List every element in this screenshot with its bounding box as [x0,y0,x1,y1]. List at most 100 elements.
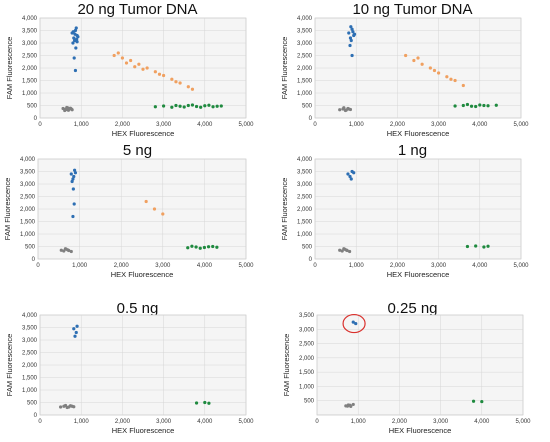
panel-title: 1 ng [397,142,428,159]
x-tick-label: 5,000 [238,263,254,269]
data-point [141,67,145,71]
data-point [74,26,78,30]
x-tick-label: 3,000 [155,263,171,269]
x-tick-label: 4,000 [197,263,213,269]
data-point [74,46,78,50]
data-point [347,107,351,111]
data-point [162,73,166,78]
data-point [494,103,498,107]
y-tick-label: 2,500 [297,195,313,201]
data-point [73,334,77,338]
y-axis-label: FAM Fluorescence [5,334,14,397]
x-tick-label: 2,000 [115,419,131,425]
x-tick-label: 0 [313,263,317,269]
data-point [471,399,476,403]
data-point [174,80,178,84]
x-axis-label: HEX Fluorescence [389,426,452,435]
y-tick-label: 1,000 [297,232,313,238]
data-point [178,104,182,108]
data-point [342,247,346,251]
data-point [428,66,432,70]
x-tick-label: 0 [313,122,317,128]
data-point [352,171,356,175]
y-tick-label: 0 [32,257,36,263]
x-tick-label: 5,000 [238,122,254,128]
data-point [129,58,133,63]
x-tick-label: 5,000 [513,122,529,128]
data-point [349,38,353,43]
data-point [211,244,215,249]
panel-0-25ng: 0.25 ng 500 1,000 1,500 2,000 2,500 3,000 3,50… [275,298,550,442]
data-point [194,401,199,405]
x-tick-label: 3,000 [431,263,447,269]
y-tick-label: 2,000 [22,363,38,369]
data-point [63,247,68,251]
data-point [351,402,355,407]
data-point [153,70,157,74]
data-point [72,174,76,179]
data-point [170,77,174,81]
y-tick-label: 3,500 [22,326,38,332]
data-point [480,399,484,404]
data-point [145,66,149,70]
data-point [112,53,116,58]
data-point [178,81,182,85]
data-point [190,244,194,248]
y-tick-label: 1,500 [299,370,315,376]
data-point [211,105,215,109]
data-point [348,43,352,48]
x-tick-label: 5,000 [513,263,529,269]
y-axis-label: FAM Fluorescence [280,178,289,241]
data-point [348,174,352,179]
x-axis-label: HEX Fluorescence [112,129,175,138]
data-point [71,187,75,191]
data-point [453,104,457,108]
data-point [73,171,78,175]
x-tick-label: 3,000 [156,419,172,425]
data-point [71,214,75,219]
y-tick-label: 2,500 [22,351,38,357]
data-point [349,25,353,29]
data-point [198,246,202,250]
data-point [69,249,73,254]
data-point [482,103,486,108]
y-tick-label: 500 [302,104,313,110]
data-point [207,103,211,107]
y-tick-label: 4,000 [20,157,36,163]
x-tick-label: 5,000 [238,419,254,425]
y-tick-label: 1,000 [297,91,313,97]
scatter-plot: 0 500 1,000 1,500 2,000 2,500 3,000 3,500 4,000 0… [280,16,529,138]
plot-area [316,314,524,416]
y-tick-label: 3,000 [20,182,36,188]
data-point [59,405,63,409]
y-tick-label: 3,000 [297,182,313,188]
data-point [219,104,223,108]
data-point [338,108,342,112]
x-tick-label: 1,000 [74,419,90,425]
y-tick-label: 0 [34,413,38,419]
data-point [453,78,457,83]
data-point [186,85,190,89]
data-point [76,35,80,39]
panel-1ng: 1 ng 0 500 1,000 1,500 2,000 2,500 3,000 3,500 4… [275,142,550,284]
panel-10ng: 10 ng Tumor DNA 0 500 1,000 1,500 2,000 2,500… [275,0,550,142]
y-tick-label: 1,500 [22,376,38,382]
y-tick-label: 2,500 [299,342,315,348]
x-tick-label: 1,000 [72,263,88,269]
data-point [75,40,79,44]
y-tick-label: 1,000 [22,91,38,97]
data-point [203,104,207,108]
data-point [215,245,219,249]
data-point [349,177,353,181]
y-tick-label: 2,000 [20,207,36,213]
x-axis-label: HEX Fluorescence [112,426,175,435]
data-point [116,51,120,55]
x-tick-label: 2,000 [114,263,130,269]
scatter-plot: 0 500 1,000 1,500 2,000 2,500 3,000 3,500 4,000 0… [5,16,254,138]
data-point [70,404,74,408]
data-point [348,249,352,254]
data-point [342,106,346,110]
data-point [206,245,211,249]
x-tick-label: 0 [315,419,319,425]
x-tick-label: 1,000 [349,122,365,128]
